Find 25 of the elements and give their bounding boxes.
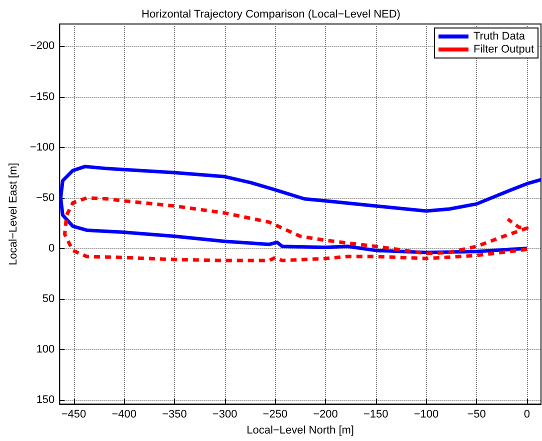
y-tick-label: 150 [36,394,55,406]
line-series [62,196,529,262]
line-series [58,164,542,254]
x-tick-label: −50 [467,408,486,421]
x-tick-label: −300 [212,408,238,421]
x-tick-label: −400 [112,408,137,421]
y-tick-label: −50 [36,192,55,204]
y-tick-label: −200 [30,40,55,52]
y-axis-title: Local−Level East [m] [8,162,20,266]
y-tick-label: 100 [36,344,55,356]
y-tick-label: 0 [48,242,55,254]
x-axis-title: Local−Level North [m] [246,424,354,436]
y-tick-label: −100 [30,141,55,154]
legend-label: Filter Output [473,44,534,56]
x-tick-label: −250 [262,408,288,421]
x-tick-label: −200 [313,408,338,421]
x-tick-label: −450 [61,408,86,421]
legend-label: Truth Data [473,30,526,42]
y-tick-label: 50 [42,292,55,305]
x-tick-label: −350 [162,408,187,421]
chart-title: Horizontal Trajectory Comparison (Local−Level NED) [142,8,400,20]
y-tick-label: −150 [30,90,55,103]
x-tick-label: 0 [524,408,530,421]
x-tick-label: −100 [414,408,439,421]
x-tick-label: −150 [363,408,388,421]
